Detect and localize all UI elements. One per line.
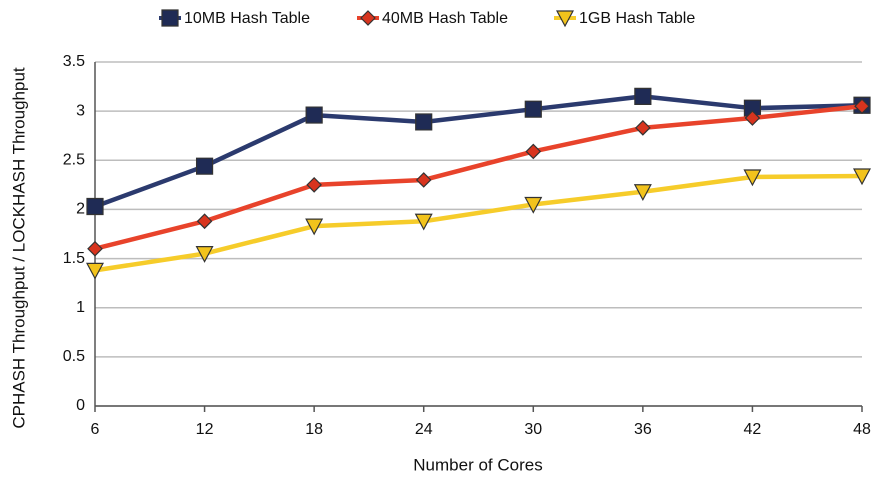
- series-line: [94, 103, 863, 251]
- data-point: [853, 168, 871, 186]
- x-tick-label: 24: [415, 421, 433, 438]
- data-point: [633, 184, 652, 202]
- data-point: [305, 106, 323, 124]
- x-tick-label: 30: [524, 421, 542, 438]
- data-point: [86, 262, 104, 280]
- data-point: [525, 143, 542, 160]
- x-axis-label: Number of Cores: [413, 455, 542, 474]
- y-tick-label: 0.5: [63, 348, 85, 365]
- data-point: [743, 169, 762, 187]
- data-point: [524, 196, 543, 214]
- legend-marker: [556, 10, 574, 28]
- y-tick-label: 0: [76, 397, 85, 414]
- legend-label: 10MB Hash Table: [184, 10, 310, 27]
- y-tick-label: 2: [76, 201, 85, 218]
- data-point: [415, 113, 433, 131]
- data-point: [415, 172, 432, 188]
- legend-label: 1GB Hash Table: [579, 10, 695, 27]
- data-point: [634, 87, 652, 106]
- data-point: [305, 218, 324, 236]
- data-point: [635, 120, 651, 136]
- x-tick-label: 18: [305, 421, 323, 438]
- data-point: [854, 98, 870, 115]
- data-point: [524, 100, 542, 118]
- x-tick-label: 12: [196, 421, 214, 438]
- y-tick-label: 1: [76, 299, 85, 316]
- data-point: [195, 246, 214, 263]
- data-point: [306, 177, 322, 193]
- legend-marker: [360, 10, 376, 26]
- series-line: [94, 173, 863, 273]
- data-point: [195, 157, 214, 175]
- data-point: [196, 213, 213, 230]
- x-tick-label: 42: [744, 421, 762, 438]
- y-axis-label: CPHASH Throughput / LOCKHASH Throughput: [9, 67, 28, 429]
- legend-label: 40MB Hash Table: [382, 10, 508, 27]
- x-tick-label: 36: [634, 421, 652, 438]
- y-tick-label: 1.5: [63, 250, 85, 267]
- x-tick-label: 6: [91, 421, 100, 438]
- data-point: [744, 110, 761, 126]
- y-tick-label: 3.5: [63, 53, 85, 70]
- series-line: [94, 94, 863, 209]
- data-point: [87, 240, 103, 257]
- x-tick-label: 48: [853, 421, 871, 438]
- y-tick-label: 3: [76, 102, 85, 119]
- data-point: [86, 197, 104, 216]
- y-tick-label: 2.5: [63, 152, 85, 169]
- legend-marker: [161, 9, 179, 27]
- data-point: [414, 213, 433, 231]
